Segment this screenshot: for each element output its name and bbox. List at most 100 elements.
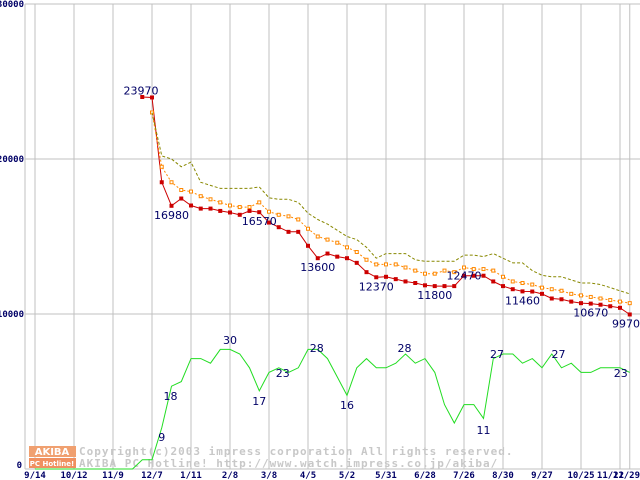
data-point-marker [549, 287, 554, 292]
watermark: AKIBA PC Hotline! Copyright(c)2003 impre… [29, 445, 514, 470]
data-label: 9 [158, 431, 165, 444]
data-point-marker [228, 210, 232, 215]
y-tick-label: 0 [17, 461, 22, 471]
data-point-marker [364, 270, 369, 275]
data-label: 17 [252, 395, 266, 408]
data-point-marker [286, 229, 291, 234]
x-axis-ticks: 9/14 10/12 11/9 12/7 1/11 2/8 3/8 4/5 5/2 5/31 6/2… [24, 471, 640, 480]
y-axis-ticks: 0 10000 20000 30000 [0, 0, 24, 471]
data-point-marker [618, 299, 622, 304]
data-point-marker [374, 275, 379, 280]
copyright-text: Copyright(c)2003 impress corporation All… [79, 445, 514, 458]
data-point-marker [510, 279, 515, 284]
data-point-marker [491, 268, 496, 273]
data-label: 16980 [154, 209, 189, 222]
data-point-marker [267, 209, 271, 214]
data-point-marker [530, 289, 535, 294]
data-point-marker [267, 220, 271, 225]
data-point-marker [140, 95, 145, 99]
data-point-marker [471, 267, 476, 272]
data-point-marker [462, 273, 466, 278]
data-point-marker [413, 281, 418, 285]
data-label: 12470 [447, 270, 482, 283]
data-point-marker [510, 287, 515, 292]
data-point-marker [354, 260, 359, 265]
y-tick-label: 10000 [0, 310, 24, 320]
data-point-marker [413, 268, 418, 273]
data-point-marker [335, 254, 340, 259]
data-point-marker [627, 301, 632, 306]
data-point-marker [384, 262, 388, 267]
data-point-marker [247, 205, 252, 210]
grid-lines [24, 3, 640, 470]
data-point-marker [452, 284, 457, 289]
data-point-marker [442, 284, 447, 289]
data-point-marker [179, 196, 184, 201]
x-tick-label: 11/22 [597, 471, 624, 480]
data-point-marker [501, 284, 505, 289]
data-point-marker [189, 203, 193, 208]
data-label: 27 [552, 348, 566, 361]
data-label: 11800 [417, 289, 452, 302]
data-label: 23 [614, 367, 628, 380]
data-point-marker [208, 206, 213, 211]
data-point-marker [237, 212, 242, 217]
data-point-marker [237, 205, 242, 210]
data-label: 11 [477, 424, 491, 437]
data-point-marker [608, 304, 613, 309]
data-point-marker [276, 212, 281, 217]
data-point-marker [423, 283, 427, 288]
data-point-marker [569, 291, 574, 296]
data-point-marker [598, 296, 603, 301]
data-point-marker [403, 265, 408, 270]
data-point-marker [559, 297, 564, 302]
data-point-marker [257, 210, 262, 215]
x-tick-label: 5/2 [339, 471, 355, 480]
data-point-marker [345, 245, 349, 250]
data-label: 27 [490, 348, 504, 361]
data-point-marker [189, 189, 193, 194]
data-point-marker [403, 279, 408, 284]
data-point-marker [462, 265, 466, 270]
data-point-marker [384, 274, 388, 279]
data-label: 10670 [573, 307, 608, 320]
akiba-logo: AKIBA PC Hotline! [29, 446, 76, 468]
data-label: 28 [398, 342, 412, 355]
data-point-marker [579, 293, 583, 298]
data-point-marker [627, 312, 632, 317]
x-tick-label: 4/5 [300, 471, 316, 480]
data-point-marker [501, 274, 505, 279]
series-lines [35, 95, 632, 470]
x-tick-label: 3/8 [261, 471, 277, 480]
data-point-marker [257, 200, 262, 205]
y-tick-label: 20000 [0, 155, 24, 165]
data-point-marker [559, 288, 564, 293]
data-label: 23970 [124, 84, 159, 97]
data-point-marker [598, 302, 603, 307]
data-point-marker [393, 262, 398, 267]
series-line-average-price [151, 112, 630, 304]
data-point-marker [208, 197, 213, 202]
data-point-marker [608, 298, 613, 303]
url-text: AKIBA PC Hotline! http://www.watch.impre… [79, 457, 498, 470]
data-point-marker [471, 273, 476, 278]
data-point-marker [296, 229, 301, 234]
series-line-max-price [151, 112, 630, 295]
data-point-marker [286, 214, 291, 219]
data-point-marker [530, 282, 535, 287]
data-point-marker [198, 206, 203, 211]
data-point-marker [481, 273, 486, 278]
x-tick-label: 11/29 [613, 471, 640, 480]
data-label: 16570 [242, 215, 277, 228]
data-point-marker [374, 262, 379, 267]
data-label: 30 [223, 334, 237, 347]
data-point-marker [198, 194, 203, 199]
x-tick-label: 11/9 [102, 471, 124, 480]
data-point-marker [159, 164, 164, 169]
data-point-marker [306, 243, 310, 248]
x-tick-label: 7/26 [453, 471, 475, 480]
data-point-marker [588, 301, 593, 306]
data-point-marker [618, 305, 622, 310]
data-point-marker [315, 256, 320, 261]
